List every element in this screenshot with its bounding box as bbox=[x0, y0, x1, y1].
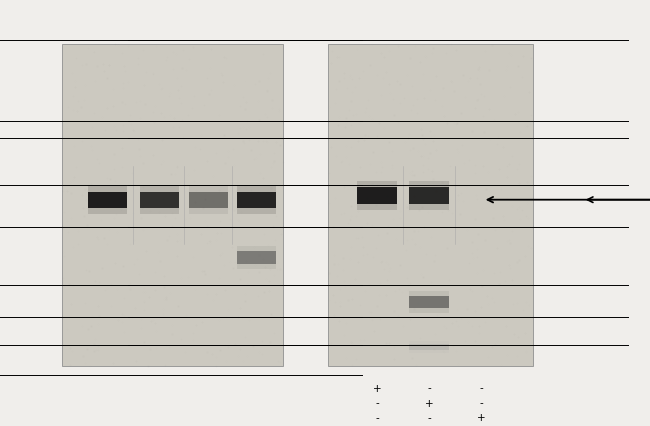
Bar bbox=[237, 186, 276, 215]
Bar bbox=[409, 181, 449, 210]
Text: -: - bbox=[375, 412, 379, 423]
Text: +: + bbox=[424, 397, 434, 408]
Bar bbox=[237, 246, 276, 269]
Bar bbox=[409, 292, 449, 313]
Bar bbox=[357, 181, 397, 210]
Text: -: - bbox=[375, 397, 379, 408]
Bar bbox=[88, 192, 127, 208]
Text: -: - bbox=[479, 397, 483, 408]
Bar bbox=[409, 344, 449, 351]
Bar bbox=[237, 251, 276, 264]
Bar bbox=[140, 186, 179, 215]
Bar bbox=[88, 186, 127, 215]
Bar bbox=[188, 186, 228, 215]
Text: -: - bbox=[427, 383, 431, 393]
Bar bbox=[62, 45, 283, 366]
Text: +: + bbox=[372, 383, 382, 393]
Bar bbox=[409, 188, 449, 204]
Bar bbox=[237, 192, 276, 208]
Text: -: - bbox=[479, 383, 483, 393]
Text: +: + bbox=[476, 412, 486, 423]
Bar bbox=[188, 192, 228, 208]
Bar bbox=[409, 296, 449, 308]
Bar bbox=[357, 188, 397, 204]
Bar bbox=[140, 192, 179, 208]
Bar bbox=[409, 341, 449, 353]
Bar bbox=[328, 45, 533, 366]
Text: -: - bbox=[427, 412, 431, 423]
